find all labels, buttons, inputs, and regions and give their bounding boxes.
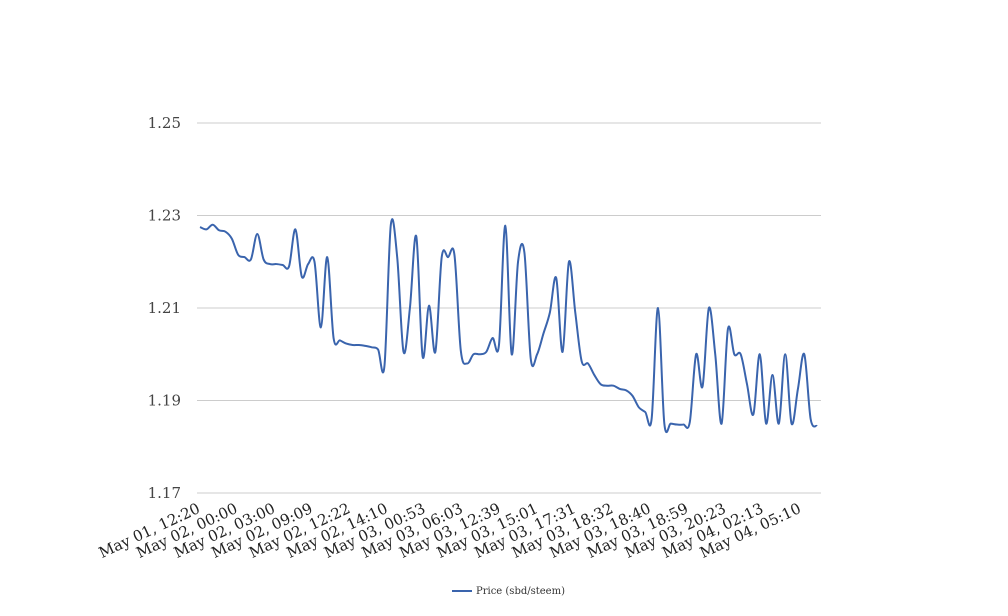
y-tick-label: 1.25 bbox=[148, 114, 181, 132]
series-layer bbox=[199, 218, 818, 434]
legend[interactable]: Price (sbd/steem) bbox=[452, 586, 565, 597]
y-tick-label: 1.23 bbox=[148, 207, 181, 225]
y-axis-ticks: 1.25 1.23 1.21 1.19 1.17 bbox=[148, 114, 181, 502]
legend-label: Price (sbd/steem) bbox=[476, 586, 565, 597]
y-tick-label: 1.17 bbox=[148, 484, 181, 502]
y-tick-label: 1.21 bbox=[148, 299, 181, 317]
y-tick-label: 1.19 bbox=[148, 392, 181, 410]
series-line-price bbox=[199, 218, 818, 434]
